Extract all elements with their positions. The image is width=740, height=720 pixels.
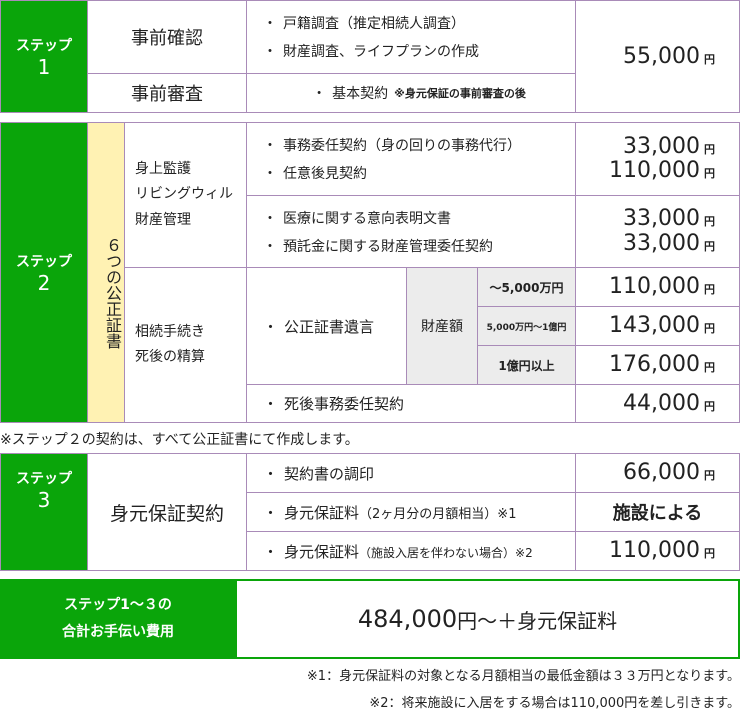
unit: 円: [704, 283, 715, 297]
step1-badge: ステップ 1: [0, 0, 88, 113]
step3-badge: ステップ 3: [0, 453, 88, 571]
unit: 円: [704, 52, 715, 66]
row1-items: 事務委任契約（身の回りの事務代行） 任意後見契約: [246, 122, 576, 196]
row2-items: 医療に関する意向表明文書預託金に関する財産管理委任契約: [246, 195, 576, 268]
price: 33,000: [623, 206, 700, 232]
amount: 484,000: [357, 605, 458, 633]
price: 176,000: [609, 352, 700, 378]
price: 110,000: [609, 538, 700, 564]
unit: 円: [704, 399, 715, 413]
step3-item: 身元保証料（施設入居を伴わない場合）※2: [246, 531, 576, 571]
label-line: リビングウィル: [135, 186, 233, 203]
list-item: 死後事務委任契約: [263, 393, 404, 414]
unit: 円: [704, 142, 715, 156]
list-item: 任意後見契約: [263, 163, 367, 183]
label-line: 死後の精算: [135, 349, 205, 365]
posthumous-price: 44,000 円: [575, 384, 740, 423]
footnote-1: ※1：身元保証料の対象となる月額相当の最低金額は３３万円となります。: [306, 669, 740, 684]
step3-price: 施設による: [575, 492, 740, 532]
step3-item: 契約書の調印: [246, 453, 576, 493]
unit: 円: [704, 469, 715, 483]
pre-check-items: 戸籍調査（推定相続人調査） 財産調査、ライフプランの作成: [246, 0, 576, 74]
step3-item: 身元保証料（2ヶ月分の月額相当）※1: [246, 492, 576, 532]
step-number: 1: [37, 54, 51, 79]
list-item: 戸籍調査（推定相続人調査）: [263, 13, 465, 33]
step-label: ステップ: [16, 37, 72, 54]
list-item: 身元保証料（2ヶ月分の月額相当）※1: [263, 502, 516, 523]
tier-price: 176,000 円: [575, 345, 740, 385]
tier-price: 110,000 円: [575, 267, 740, 307]
price: 110,000: [609, 158, 700, 183]
unit: 円: [704, 547, 715, 561]
step-number: 2: [37, 270, 51, 295]
price: 55,000: [623, 43, 700, 69]
label-line: 財産管理: [135, 211, 191, 228]
unit: 円: [704, 239, 715, 253]
price: 33,000: [623, 230, 700, 256]
item-text: 身元保証料: [284, 503, 360, 522]
step-label: ステップ: [16, 471, 72, 487]
tier-range: 5,000万円〜1億円: [477, 306, 576, 346]
item-text: 身元保証料: [284, 542, 360, 561]
posthumous-item: 死後事務委任契約: [246, 384, 576, 423]
label-line: 相続手続き: [135, 323, 205, 340]
price: 33,000: [623, 133, 700, 159]
price: 66,000: [623, 460, 700, 486]
pre-check-label: 事前確認: [87, 0, 247, 74]
notarial-deeds-label: ６つの公正証書: [87, 122, 125, 423]
label-line: 合計お手伝い費用: [62, 624, 174, 640]
list-item: 財産調査、ライフプランの作成: [263, 41, 479, 61]
will-item: 公正証書遺言: [246, 267, 407, 385]
row1-prices: 33,000 円 110,000 円: [575, 122, 740, 196]
pre-review-label: 事前審査: [87, 73, 247, 113]
step2-badge: ステップ 2: [0, 122, 88, 423]
item-sub: （2ヶ月分の月額相当）※1: [359, 506, 517, 522]
total-amount: 484,000 円〜＋身元保証料: [235, 579, 740, 659]
unit: 円: [704, 215, 715, 229]
tier-price: 143,000 円: [575, 306, 740, 346]
list-item: 基本契約: [312, 83, 388, 103]
pre-review-items: 基本契約 ※身元保証の事前審査の後: [246, 73, 576, 113]
step1-price: 55,000 円: [575, 0, 740, 113]
list-item: 契約書の調印: [263, 463, 374, 484]
step3-price: 110,000 円: [575, 531, 740, 571]
group1-label: 身上監護リビングウィル 財産管理: [124, 122, 247, 268]
step3-price: 66,000 円: [575, 453, 740, 493]
label-line: ステップ1〜３の: [64, 597, 172, 614]
unit: 円: [704, 322, 715, 336]
total-label: ステップ1〜３の 合計お手伝い費用: [0, 579, 236, 659]
step-label: ステップ: [16, 253, 72, 270]
row2-prices: 33,000 円 33,000 円: [575, 195, 740, 268]
item-sub: （施設入居を伴わない場合）※2: [359, 545, 533, 560]
footnote-2: ※2：将来施設に入居をする場合は110,000円を差し引きます。: [369, 696, 740, 711]
unit: 円: [704, 361, 715, 375]
list-item: 公正証書遺言: [263, 316, 374, 337]
price: 110,000: [609, 274, 700, 300]
price: 44,000: [623, 390, 700, 416]
note: ※身元保証の事前審査の後: [394, 87, 526, 100]
unit: 円: [704, 167, 715, 180]
list-item: 医療に関する意向表明文書: [263, 208, 451, 228]
asset-label: 財産額: [406, 267, 478, 385]
step-number: 3: [37, 488, 51, 512]
list-item: 身元保証料（施設入居を伴わない場合）※2: [263, 541, 533, 562]
price: 143,000: [609, 313, 700, 339]
list-item: 預託金に関する財産管理委任契約: [263, 236, 493, 256]
group2-label: 相続手続き死後の精算: [124, 267, 247, 423]
list-item: 事務委任契約（身の回りの事務代行）: [263, 135, 521, 155]
guarantee-label: 身元保証契約: [87, 453, 247, 571]
unit: 円〜＋身元保証料: [457, 608, 618, 633]
label-line: 身上監護: [135, 161, 191, 178]
tier-range: 〜5,000万円: [477, 267, 576, 307]
step2-note: ※ステップ２の契約は、すべて公正証書にて作成します。: [0, 432, 359, 448]
tier-range: 1億円以上: [477, 345, 576, 385]
